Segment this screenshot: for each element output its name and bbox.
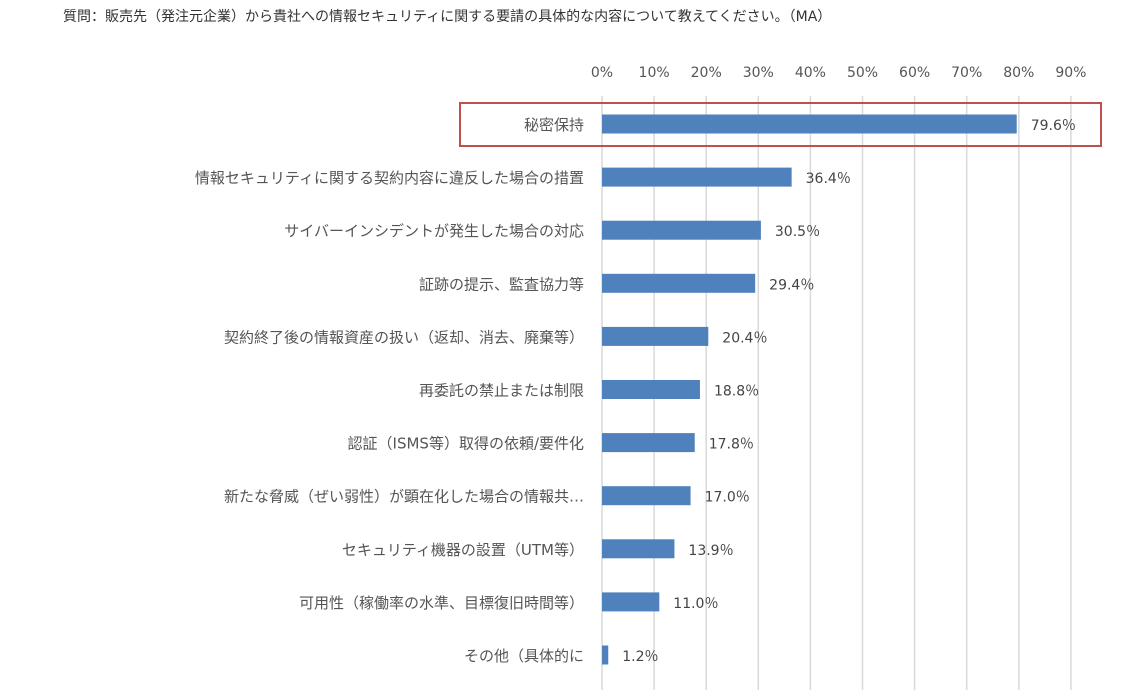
question-text: 質問：販売先（発注元企業）から貴社への情報セキュリティに関する要請の具体的な内容… — [63, 9, 832, 25]
x-tick-label-40: 40% — [795, 65, 826, 81]
data-label-10: 1.2％ — [622, 649, 658, 665]
category-label-2: サイバーインシデントが発生した場合の対応 — [284, 222, 584, 240]
x-tick-label-30: 30% — [743, 65, 774, 81]
x-tick-label-10: 10% — [639, 65, 670, 81]
bars — [602, 114, 1017, 665]
data-label-7: 17.0％ — [705, 490, 750, 506]
category-label-1: 情報セキュリティに関する契約内容に違反した場合の措置 — [195, 169, 584, 187]
bar-5 — [602, 380, 700, 399]
bar-10 — [602, 645, 609, 665]
bar-2 — [602, 220, 761, 240]
x-tick-label-70: 70% — [951, 65, 982, 81]
data-label-9: 11.0％ — [673, 596, 718, 612]
category-label-8: セキュリティ機器の設置（UTM等） — [342, 541, 584, 559]
bar-0 — [602, 114, 1017, 134]
category-labels: 秘密保持情報セキュリティに関する契約内容に違反した場合の措置サイバーインシデント… — [195, 116, 584, 665]
category-label-4: 契約終了後の情報資産の扱い（返却、消去、廃棄等） — [224, 328, 584, 346]
category-label-6: 認証（ISMS等）取得の依頼/要件化 — [348, 435, 584, 453]
data-label-2: 30.5％ — [775, 224, 820, 240]
x-tick-label-80: 80% — [1003, 65, 1034, 81]
category-label-5: 再委託の禁止または制限 — [419, 382, 584, 400]
bar-4 — [602, 326, 709, 346]
x-tick-label-60: 60% — [899, 65, 930, 81]
data-label-0: 79.6％ — [1031, 118, 1076, 134]
data-labels: 79.6％ 36.4％ 30.5％ 29.4％ 20.4％ 18.8％ 17.8％ 17.0％… — [622, 118, 1076, 665]
data-label-6: 17.8％ — [709, 437, 754, 453]
data-label-4: 20.4％ — [722, 330, 767, 346]
highlight-box — [459, 102, 1102, 147]
category-label-10: その他（具体的に — [464, 647, 584, 665]
bar-7 — [602, 486, 691, 506]
category-label-0: 秘密保持 — [524, 116, 584, 134]
category-label-3: 証跡の提示、監査協力等 — [419, 275, 584, 293]
x-axis-ticks: 0% 10% 20% 30% 40% 50% 60% 70% 80% 90% — [591, 65, 1087, 81]
bar-6 — [602, 433, 695, 453]
bar-9 — [602, 592, 660, 612]
data-label-5: 18.8％ — [714, 384, 759, 400]
bar-1 — [602, 167, 792, 187]
x-tick-label-0: 0% — [591, 65, 613, 81]
data-label-3: 29.4％ — [769, 277, 814, 293]
x-tick-label-20: 20% — [691, 65, 722, 81]
highlight-layer — [459, 102, 1102, 147]
bar-8 — [602, 539, 675, 559]
bar-3 — [602, 273, 756, 293]
category-label-9: 可用性（稼働率の水準、目標復旧時間等） — [299, 594, 584, 612]
data-label-8: 13.9％ — [688, 543, 733, 559]
x-tick-label-50: 50% — [847, 65, 878, 81]
data-label-1: 36.4％ — [806, 171, 851, 187]
x-tick-label-90: 90% — [1055, 65, 1086, 81]
category-label-7: 新たな脅威（ぜい弱性）が顕在化した場合の情報共… — [224, 488, 584, 506]
